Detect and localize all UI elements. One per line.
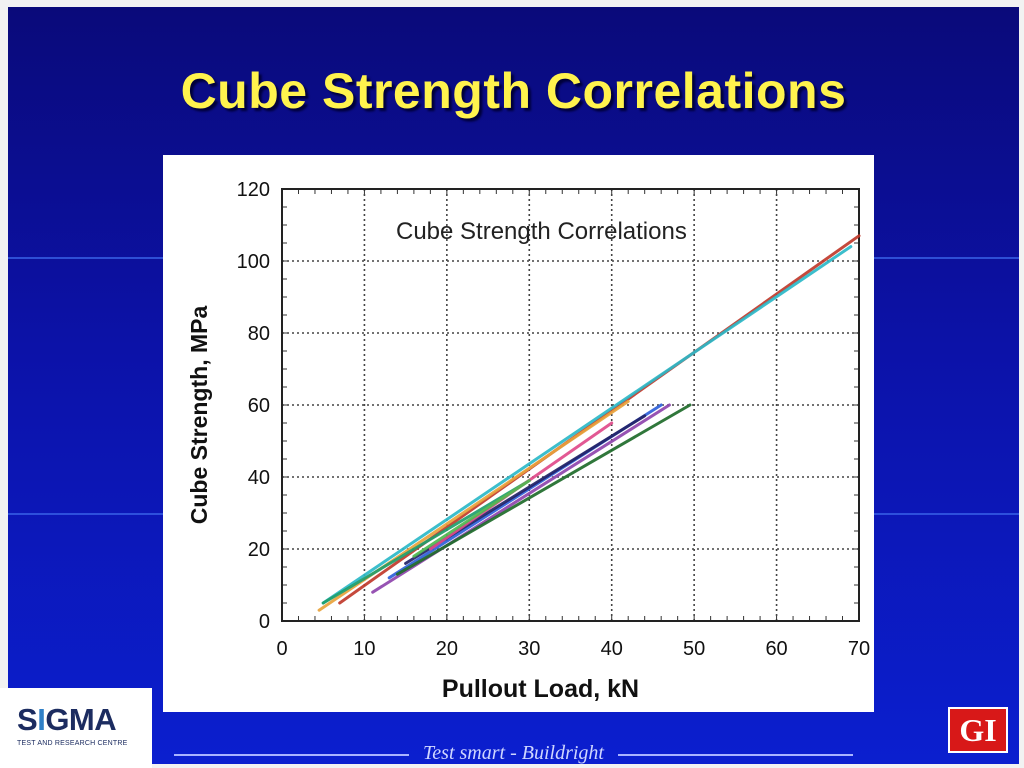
series-line-4 (321, 479, 531, 605)
chart: 0 10 20 30 40 50 60 70 0 20 40 60 80 100 120 Cube Stren… (186, 179, 870, 703)
x-tick-label: 0 (276, 638, 287, 660)
y-tick-label: 0 (259, 611, 270, 633)
sigma-logo: SIGMA TEST AND RESEARCH CENTRE (0, 688, 152, 768)
y-tick-label: 80 (248, 323, 270, 345)
footer: Test smart - Buildright (8, 742, 1019, 764)
chart-panel: 0 10 20 30 40 50 60 70 0 20 40 60 80 100 120 Cube Stren… (163, 155, 874, 712)
sigma-wordmark: SIGMA (17, 702, 117, 737)
x-tick-label: 20 (436, 638, 458, 660)
footer-rule-right (618, 753, 854, 756)
chart-title: Cube Strength Correlations (396, 218, 687, 245)
series-line-3 (321, 245, 853, 605)
y-tick-label: 60 (248, 395, 270, 417)
x-tick-label: 10 (353, 638, 375, 660)
x-tick-label: 70 (848, 638, 870, 660)
x-tick-label: 40 (601, 638, 623, 660)
slide: Cube Strength Correlations 0 10 20 30 40 50 60… (8, 7, 1019, 764)
plot-frame (281, 188, 860, 622)
x-tick-label: 30 (518, 638, 540, 660)
sigma-tagline: TEST AND RESEARCH CENTRE (17, 740, 128, 747)
footer-text: Test smart - Buildright (423, 742, 604, 764)
x-tick-label: 60 (765, 638, 787, 660)
series-line-8 (395, 403, 692, 576)
footer-rule-left (173, 753, 409, 756)
gi-logo: GI (948, 707, 1008, 753)
y-tick-label: 40 (248, 467, 270, 489)
y-axis-label: Cube Strength, MPa (186, 306, 212, 525)
y-tick-label: 100 (237, 251, 270, 273)
sigma-accent-letter: I (37, 702, 46, 737)
y-tick-label: 120 (237, 179, 270, 201)
x-axis-label: Pullout Load, kN (442, 675, 639, 703)
y-tick-label: 20 (248, 539, 270, 561)
series-line-10 (412, 479, 531, 558)
slide-title: Cube Strength Correlations (180, 63, 847, 119)
x-tick-label: 50 (683, 638, 705, 660)
